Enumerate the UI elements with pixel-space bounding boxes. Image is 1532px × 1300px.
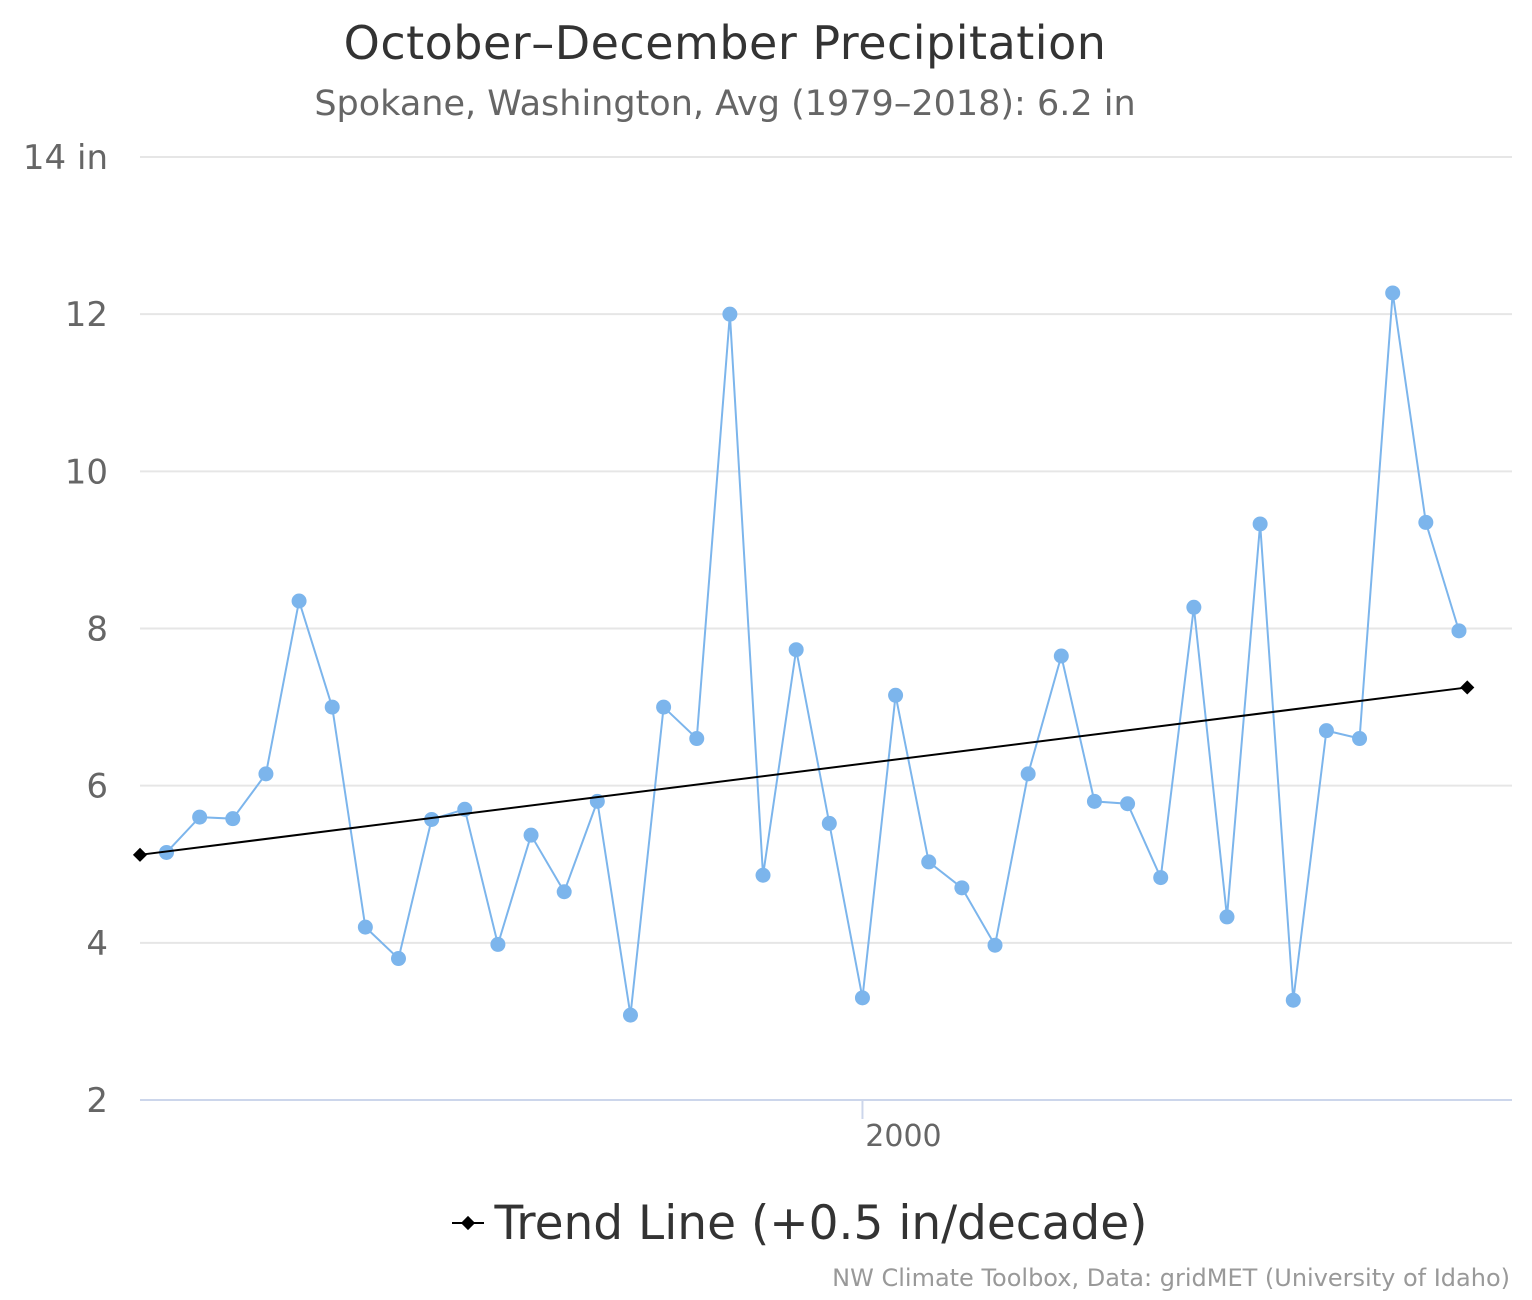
precipitation-point: [1020, 766, 1036, 782]
precipitation-point: [490, 936, 506, 952]
legend[interactable]: Trend Line (+0.5 in/decade): [0, 1195, 1532, 1251]
precipitation-point: [523, 827, 539, 843]
precipitation-point: [788, 642, 804, 658]
precipitation-point: [390, 951, 406, 967]
precipitation-point: [1219, 909, 1235, 925]
precipitation-point: [424, 811, 440, 827]
x-tick-label: 2000: [865, 1119, 941, 1154]
precipitation-point: [1120, 796, 1136, 812]
chart-title: October–December Precipitation: [343, 16, 1107, 70]
precipitation-point: [1418, 514, 1434, 530]
y-tick-label: 2: [86, 1081, 108, 1121]
precipitation-point: [722, 306, 738, 322]
y-tick-label: 4: [86, 924, 108, 964]
precipitation-point: [225, 811, 241, 827]
precipitation-point: [921, 854, 937, 870]
y-tick-label: 6: [86, 767, 108, 807]
series: [132, 285, 1475, 1023]
y-tick-label: 12: [65, 295, 108, 335]
precipitation-point: [324, 699, 340, 715]
precipitation-point: [755, 867, 771, 883]
precipitation-point: [1285, 992, 1301, 1008]
precipitation-point: [192, 809, 208, 825]
precipitation-point: [888, 687, 904, 703]
trend-line-marker: [1460, 680, 1475, 695]
precipitation-point: [854, 990, 870, 1006]
precipitation-point: [1252, 516, 1268, 532]
precipitation-point: [987, 937, 1003, 953]
precipitation-line: [165, 292, 1460, 1016]
precipitation-point: [1352, 731, 1368, 747]
trend-line-legend-icon: [452, 1215, 485, 1231]
trend-line-marker: [132, 847, 148, 862]
trend-line: [139, 686, 1468, 856]
precipitation-point: [1385, 285, 1401, 301]
y-tick-label: 10: [65, 452, 108, 492]
precipitation-point: [1186, 599, 1202, 615]
precipitation-point: [656, 699, 672, 715]
precipitation-point: [821, 815, 837, 831]
legend-label-trend-line: Trend Line (+0.5 in/decade): [494, 1195, 1148, 1251]
precipitation-point: [556, 884, 572, 900]
precipitation-point: [1153, 870, 1169, 886]
y-tick-label: 14 in: [23, 138, 108, 178]
precipitation-point: [1451, 623, 1467, 639]
credits-text[interactable]: NW Climate Toolbox, Data: gridMET (Unive…: [832, 1264, 1510, 1292]
precipitation-point: [1086, 793, 1102, 809]
precipitation-point: [357, 919, 373, 935]
precipitation-point: [622, 1007, 638, 1023]
precipitation-point: [1318, 723, 1334, 739]
precipitation-point: [1053, 648, 1069, 664]
axes: 2 4 6 8 10 12 14 in 2000: [23, 138, 1512, 1154]
chart-subtitle: Spokane, Washington, Avg (1979–2018): 6.…: [314, 84, 1136, 124]
precipitation-point: [689, 731, 705, 747]
precipitation-point: [954, 880, 970, 896]
precipitation-point: [258, 766, 274, 782]
precipitation-point: [291, 593, 307, 609]
y-tick-label: 8: [86, 610, 108, 650]
grid-lines: [140, 156, 1512, 944]
